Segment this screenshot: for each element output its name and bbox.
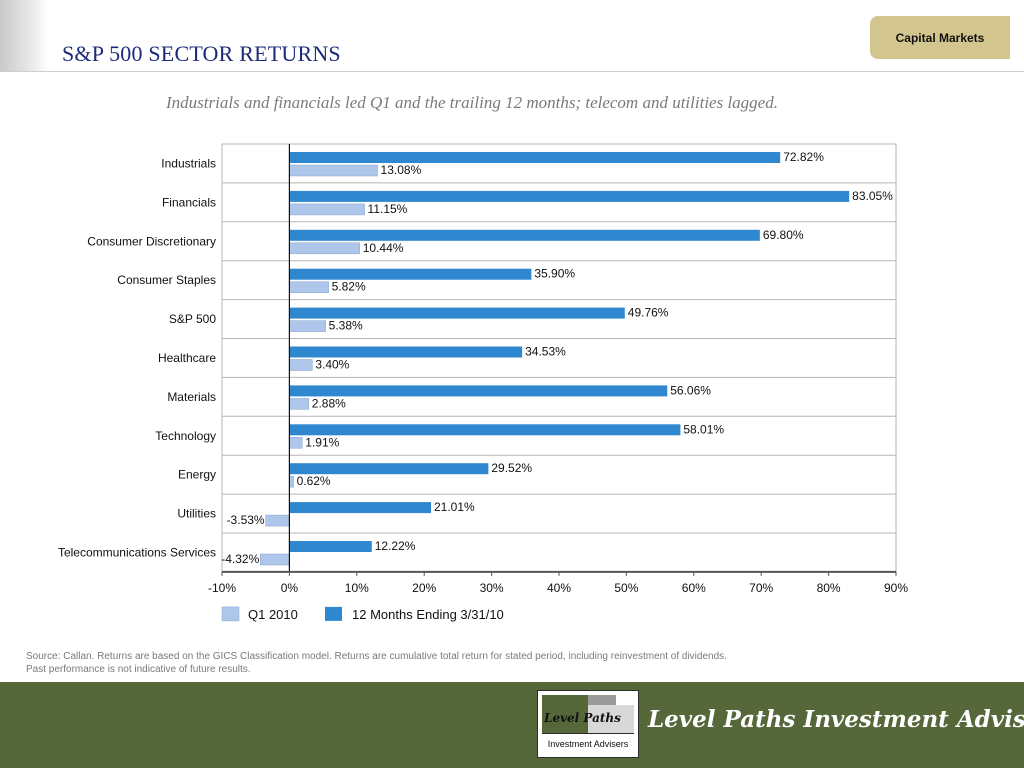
legend-label-q1: Q1 2010 [248,607,298,622]
data-label-q1: 1.91% [305,435,339,449]
logo-shape [542,695,588,733]
data-label-12-months: 21.01% [434,500,475,514]
data-label-q1: 3.40% [315,358,349,372]
footer-band: Level Paths Investment Advisers Level Pa… [0,682,1024,768]
data-label-q1: 2.88% [312,396,346,410]
data-label-12-months: 56.06% [670,383,711,397]
source-note-line: Source: Callan. Returns are based on the… [26,651,727,662]
row-grid: Industrials Financials Consumer Discretion… [58,143,897,573]
bars: 72.82% 13.08% 83.05% 11.15% 69.80% 10.44% 35.9… [221,150,893,566]
category-label: Consumer Discretionary [87,234,216,248]
bar-12-months [289,463,489,475]
data-label-12-months: 29.52% [491,461,532,475]
source-note: Source: Callan. Returns are based on the… [26,650,926,676]
data-label-12-months: 34.53% [525,345,566,359]
bar-q1 [289,359,313,371]
logo-rule [542,733,634,734]
bar-12-months [289,307,625,319]
data-label-12-months: 83.05% [852,189,893,203]
data-label-12-months: 72.82% [783,150,824,164]
category-label: Materials [167,390,216,404]
bar-q1 [289,437,303,449]
x-tick-label: 80% [817,581,841,595]
sector-returns-chart: Industrials Financials Consumer Discretion… [58,143,908,622]
section-tab-label: Capital Markets [895,30,985,45]
legend: Q1 2010 12 Months Ending 3/31/10 [221,606,504,622]
category-label: Consumer Staples [117,273,216,287]
data-label-12-months: 58.01% [683,422,724,436]
slide-subtitle: Industrials and financials led Q1 and th… [166,93,778,112]
x-tick-label: 10% [345,581,369,595]
bar-12-months [289,152,781,163]
bar-q1 [289,203,365,216]
bar-12-months [289,190,850,202]
data-label-q1: 0.62% [297,474,331,488]
category-label: Healthcare [158,351,216,365]
x-axis: -10% 0% 10% 20% 30% 40% 50% 60% 70% 80% 90% [208,144,908,595]
data-label-q1: 5.82% [332,280,366,294]
header-divider [0,71,1024,72]
x-tick-label: -10% [208,581,236,595]
company-logo: Level Paths Investment Advisers [537,690,639,758]
x-tick-label: 0% [281,581,299,595]
bar-q1 [289,475,294,488]
logo-wordmark: Level Paths [544,711,621,725]
legend-label-12-months: 12 Months Ending 3/31/10 [352,607,504,622]
bar-12-months [289,424,681,436]
bar-12-months [289,229,760,241]
legend-swatch-q1 [221,606,240,622]
category-label: Telecommunications Services [58,545,216,559]
bar-q1 [265,514,290,527]
logo-subtitle: Investment Advisers [547,739,629,749]
data-label-q1: 13.08% [381,163,422,177]
category-label: Utilities [177,507,216,521]
page-title: S&P 500 SECTOR RETURNS [62,41,341,66]
bar-q1 [289,164,378,177]
category-label: Industrials [161,156,216,170]
x-tick-label: 30% [480,581,504,595]
data-label-q1: 10.44% [363,241,404,255]
bar-12-months [289,502,432,514]
bar-12-months [289,541,372,552]
header-corner-shade [0,0,48,72]
data-label-12-months: 35.90% [534,267,575,281]
data-label-12-months: 49.76% [628,306,669,320]
category-label: Energy [178,468,216,482]
data-label-12-months: 12.22% [375,539,416,553]
bar-12-months [289,346,523,358]
bar-q1 [289,320,326,332]
x-tick-label: 20% [412,581,436,595]
x-tick-label: 60% [682,581,706,595]
data-label-q1: -4.32% [221,552,259,566]
brand-name: Level Paths Investment Advisers [648,706,1024,733]
bar-12-months [289,268,532,280]
data-label-q1: -3.53% [227,513,265,527]
x-tick-label: 50% [614,581,638,595]
category-label: Technology [155,429,216,443]
category-label: S&P 500 [169,312,216,326]
bar-q1 [260,553,290,566]
bar-q1 [289,281,329,293]
logo-shape [588,705,634,733]
category-label: Financials [162,195,216,209]
x-tick-label: 40% [547,581,571,595]
bar-q1 [289,242,361,255]
bar-q1 [289,398,310,410]
bar-12-months [289,385,668,397]
data-label-q1: 5.38% [329,319,363,333]
section-tab-capital-markets[interactable]: Capital Markets [870,16,1010,59]
x-tick-label: 70% [749,581,773,595]
x-tick-label: 90% [884,581,908,595]
data-label-q1: 11.15% [368,202,408,216]
disclaimer-line: Past performance is not indicative of fu… [26,664,251,675]
data-label-12-months: 69.80% [763,228,804,242]
legend-swatch-12-months [325,606,342,621]
